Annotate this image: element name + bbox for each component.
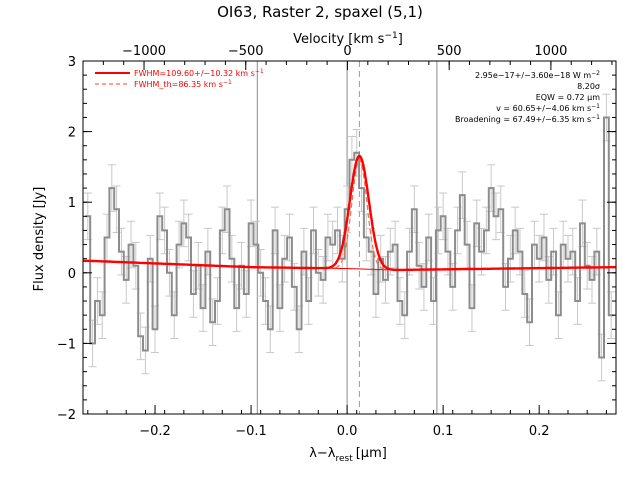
legend-label-0: FWHM=109.60+/−10.32 km s−1 — [134, 68, 264, 78]
legend-superscript: −1 — [223, 79, 232, 86]
plot-frame — [82, 60, 617, 415]
data-histogram — [85, 116, 614, 359]
x-axis-label-sub: rest — [335, 454, 353, 464]
top-tick-label: 0 — [343, 44, 351, 59]
chart-title: OI63, Raster 2, spaxel (5,1) — [217, 3, 423, 21]
annotation-2: EQW = 0.72 μm — [536, 93, 600, 102]
annotation-superscript: −1 — [591, 114, 600, 121]
x-tick-label: 0.1 — [433, 424, 454, 439]
annotations: 2.95e−17+/−3.60e−18 W m−2 8.20σ EQW = 0.72… — [455, 70, 600, 124]
annotation-text: v = 60.65+/−4.06 km s — [496, 104, 591, 113]
legend: FWHM=109.60+/−10.32 km s−1FWHM_th=86.35 … — [95, 68, 264, 89]
plot-area — [83, 61, 616, 414]
y-tick-label: 2 — [68, 126, 76, 141]
x-axis-label-main: λ−λ — [309, 446, 336, 461]
legend-superscript: −1 — [255, 68, 264, 75]
top-axis-label-end: ] — [398, 32, 403, 47]
y-tick-label: −1 — [57, 337, 76, 352]
axes: −0.2 −0.1 0.0 0.1 0.2 −1000 −500 0 500 1000 −2 −1 0 1… — [57, 44, 617, 439]
annotation-superscript: −2 — [591, 70, 600, 77]
x-tick-label: 0.0 — [337, 424, 358, 439]
annotation-superscript: −1 — [591, 103, 600, 110]
fit-total — [83, 154, 616, 272]
legend-text: FWHM=109.60+/−10.32 km s — [134, 69, 255, 78]
annotation-0: 2.95e−17+/−3.60e−18 W m−2 — [475, 70, 600, 80]
x-tick-label: −0.2 — [139, 424, 171, 439]
top-tick-label: −1000 — [122, 44, 166, 59]
y-tick-label: −2 — [57, 408, 76, 423]
top-axis-label: Velocity [km s−1] — [293, 31, 403, 47]
annotation-3: v = 60.65+/−4.06 km s−1 — [496, 103, 600, 113]
y-tick-label: 3 — [68, 55, 76, 70]
top-axis-label-sup: −1 — [384, 31, 397, 41]
annotation-1: 8.20σ — [577, 82, 600, 91]
top-axis-label-main: Velocity [km s — [293, 32, 385, 47]
annotation-text: 2.95e−17+/−3.60e−18 W m — [475, 71, 591, 80]
top-tick-label: 1000 — [534, 44, 567, 59]
y-tick-label: 1 — [68, 196, 76, 211]
x-axis-label: λ−λrest [μm] — [309, 446, 387, 464]
y-tick-label: 0 — [68, 267, 76, 282]
legend-label-1: FWHM_th=86.35 km s−1 — [134, 79, 232, 89]
top-tick-label: 500 — [437, 44, 462, 59]
y-axis-label: Flux density [Jy] — [32, 187, 47, 292]
x-tick-label: 0.2 — [529, 424, 550, 439]
annotation-4: Broadening = 67.49+/−6.35 km s−1 — [455, 114, 600, 124]
x-axis-label-unit: [μm] — [356, 446, 387, 461]
annotation-text: Broadening = 67.49+/−6.35 km s — [455, 115, 591, 124]
x-tick-label: −0.1 — [235, 424, 267, 439]
top-tick-label: −500 — [228, 44, 264, 59]
annotation-text: EQW = 0.72 μm — [536, 93, 600, 102]
annotation-text: 8.20σ — [577, 82, 600, 91]
legend-text: FWHM_th=86.35 km s — [134, 80, 223, 89]
